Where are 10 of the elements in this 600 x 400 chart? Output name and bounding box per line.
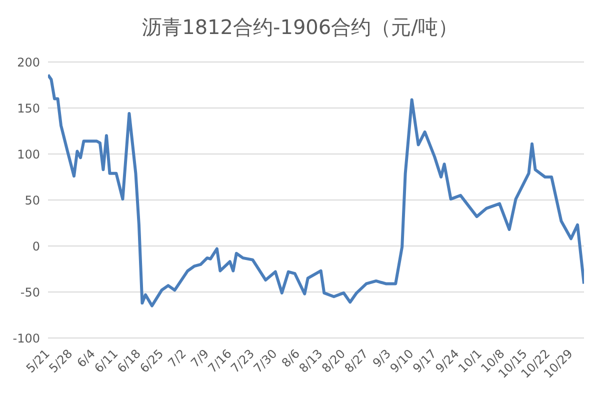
y-tick-label: 0 xyxy=(32,239,40,254)
y-tick-label: 150 xyxy=(17,101,40,116)
y-tick-label: 100 xyxy=(17,147,40,162)
y-tick-label: -50 xyxy=(20,285,40,300)
x-tick-label: 7/2 xyxy=(165,346,189,370)
y-tick-label: 200 xyxy=(17,55,40,70)
chart-title: 沥青1812合约-1906合约（元/吨） xyxy=(141,14,459,41)
line-series xyxy=(48,73,584,308)
y-tick-label: 50 xyxy=(24,193,40,208)
y-tick-label: -100 xyxy=(12,331,40,346)
